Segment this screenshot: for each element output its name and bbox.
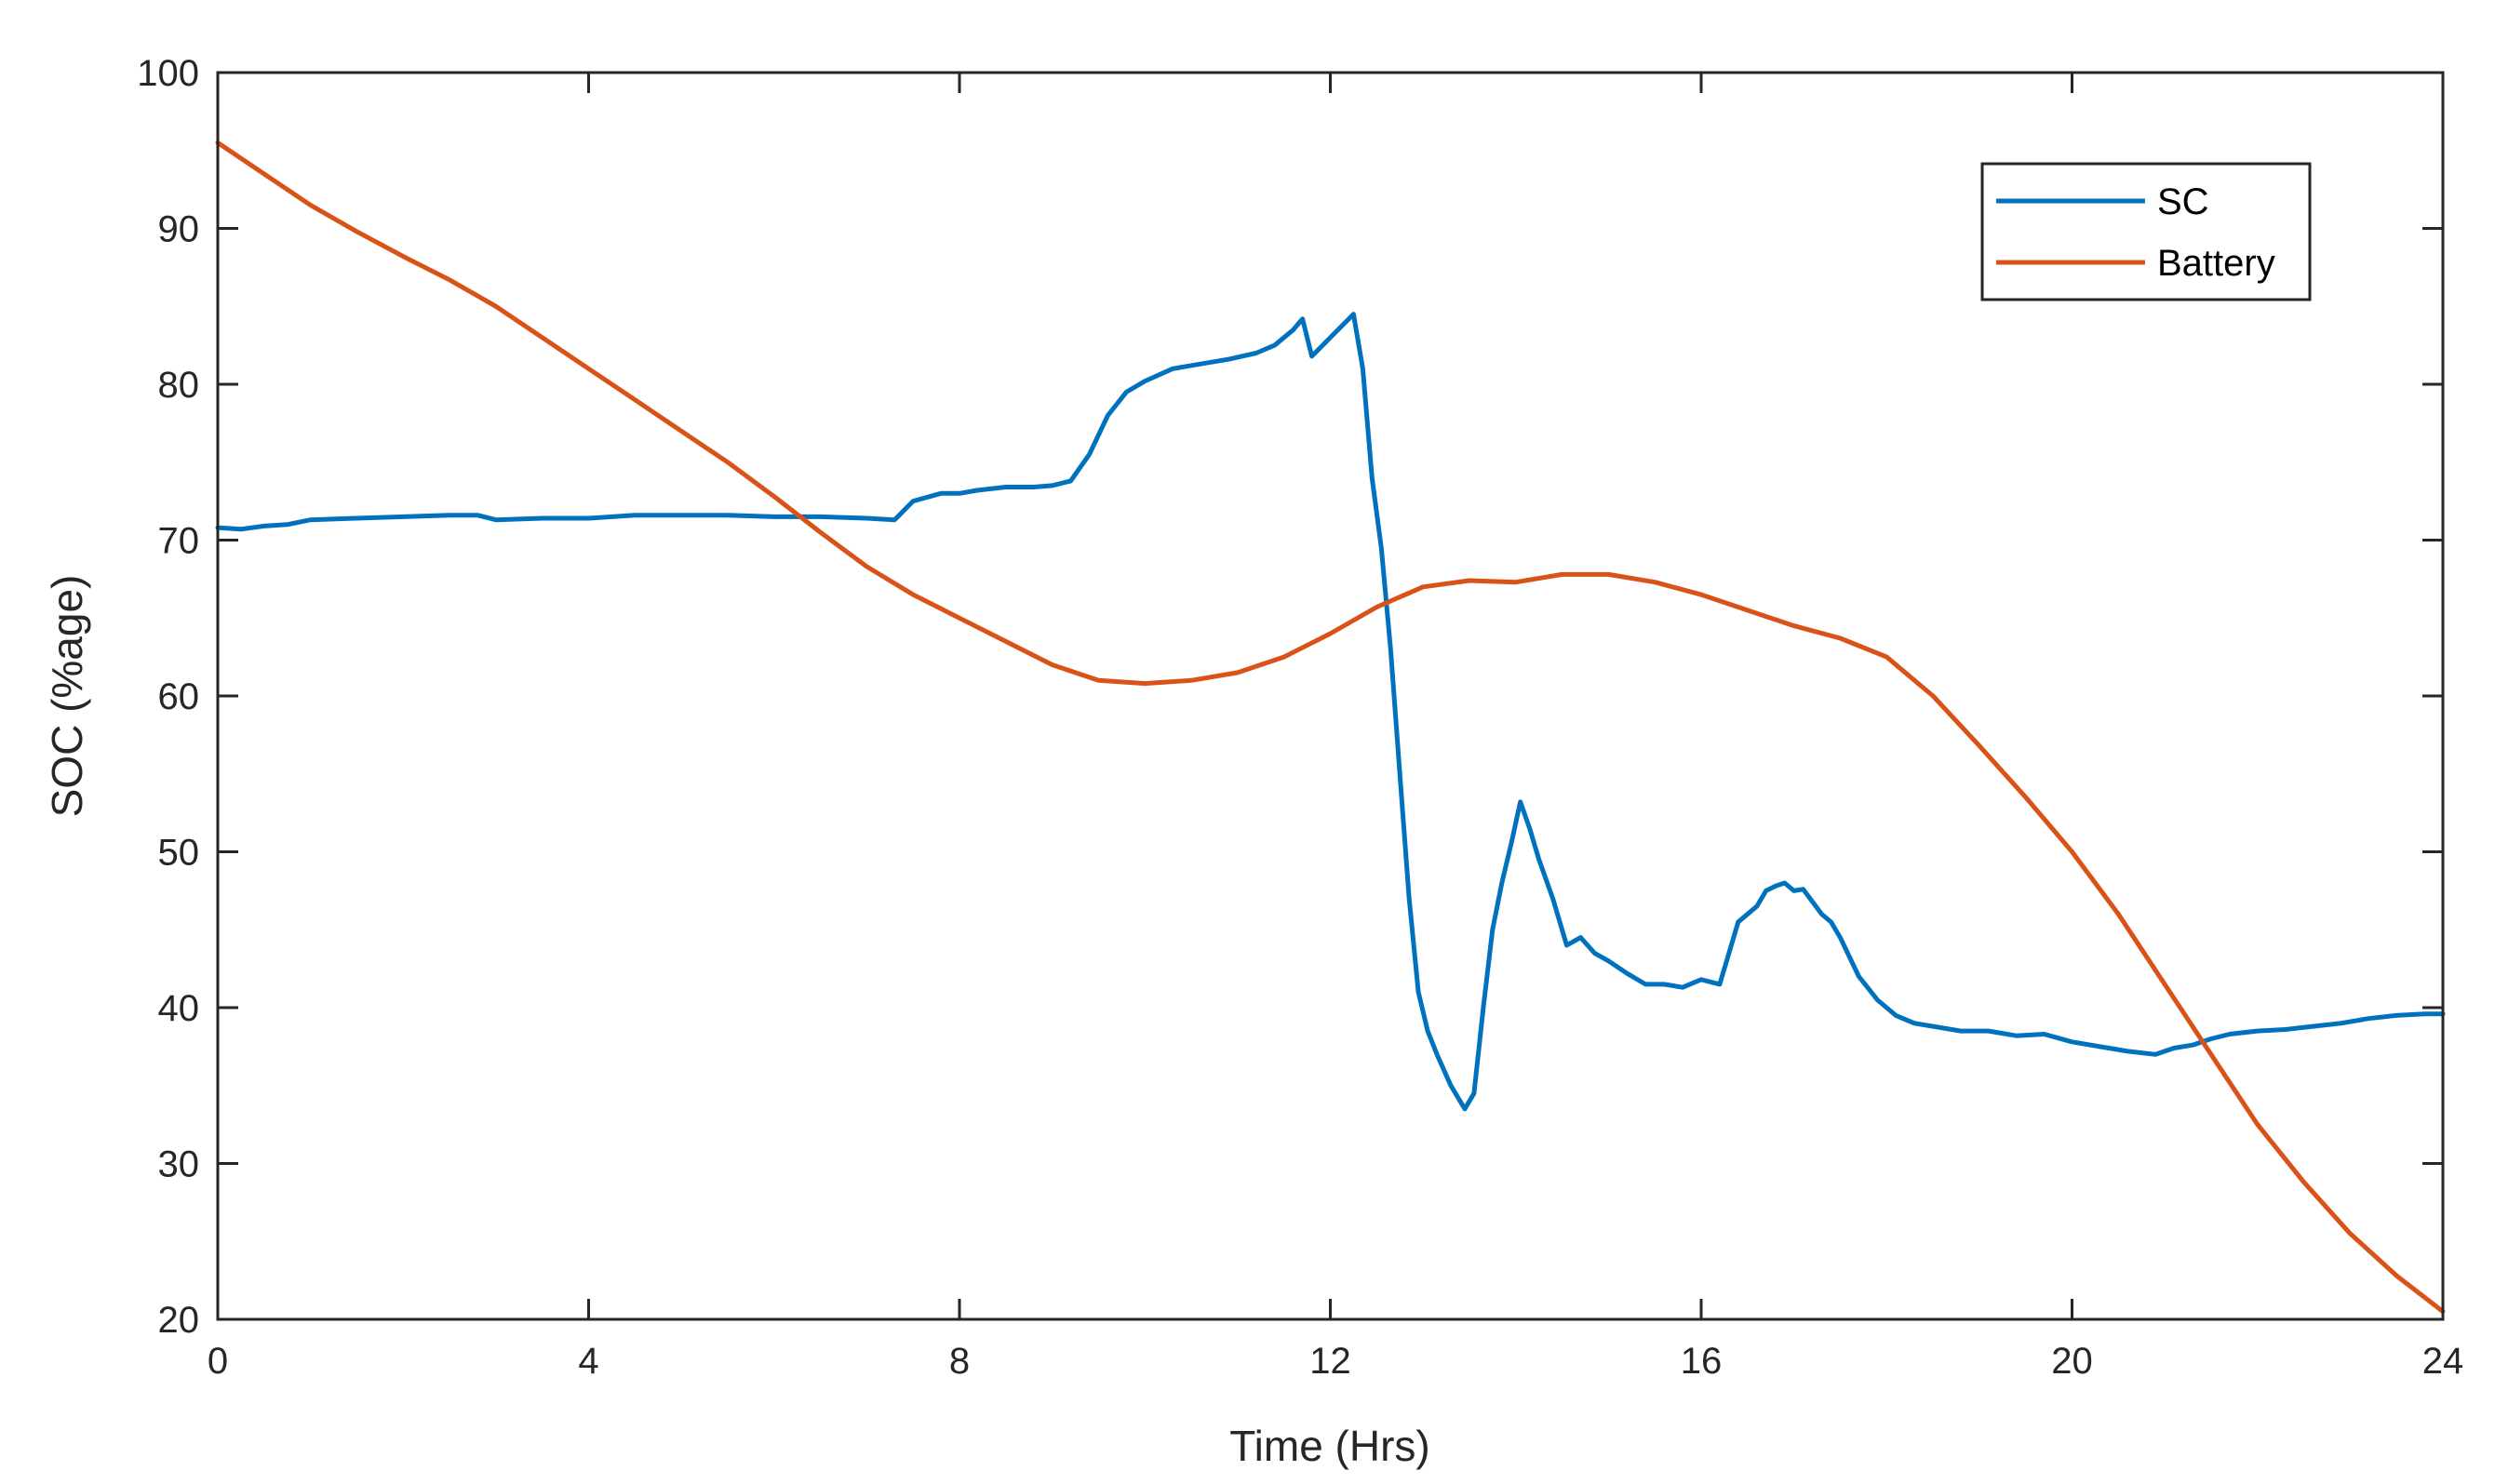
x-axis-label: Time (Hrs) [1229,1422,1429,1470]
x-tick-label: 16 [1681,1341,1723,1382]
y-tick-label: 50 [158,833,200,874]
y-tick-label: 80 [158,365,200,406]
y-tick-label: 20 [158,1300,200,1341]
x-tick-label: 12 [1309,1341,1351,1382]
ticks-layer: 0 4 8 12 16 20 24 20 30 40 50 60 70 80 90 100 [137,53,2463,1382]
y-axis-label: SOC (%age) [43,575,91,818]
legend-label-battery: Battery [2157,243,2275,284]
series-line-sc [215,312,2446,1112]
x-tick-label: 24 [2422,1341,2464,1382]
x-tick-label: 8 [949,1341,970,1382]
legend-label-sc: SC [2157,181,2209,222]
series-layer [215,140,2446,1315]
series-line-battery [215,140,2446,1315]
legend: SC Battery [1980,162,2312,301]
y-tick-label: 90 [158,209,200,250]
legend-box [1980,162,2312,301]
y-tick-label: 70 [158,521,200,562]
x-tick-label: 20 [2051,1341,2093,1382]
x-tick-label: 4 [578,1341,598,1382]
y-tick-label: 100 [137,53,199,94]
y-tick-label: 40 [158,988,200,1029]
y-tick-label: 30 [158,1144,200,1185]
x-tick-label: 0 [208,1341,228,1382]
y-tick-label: 60 [158,676,200,717]
